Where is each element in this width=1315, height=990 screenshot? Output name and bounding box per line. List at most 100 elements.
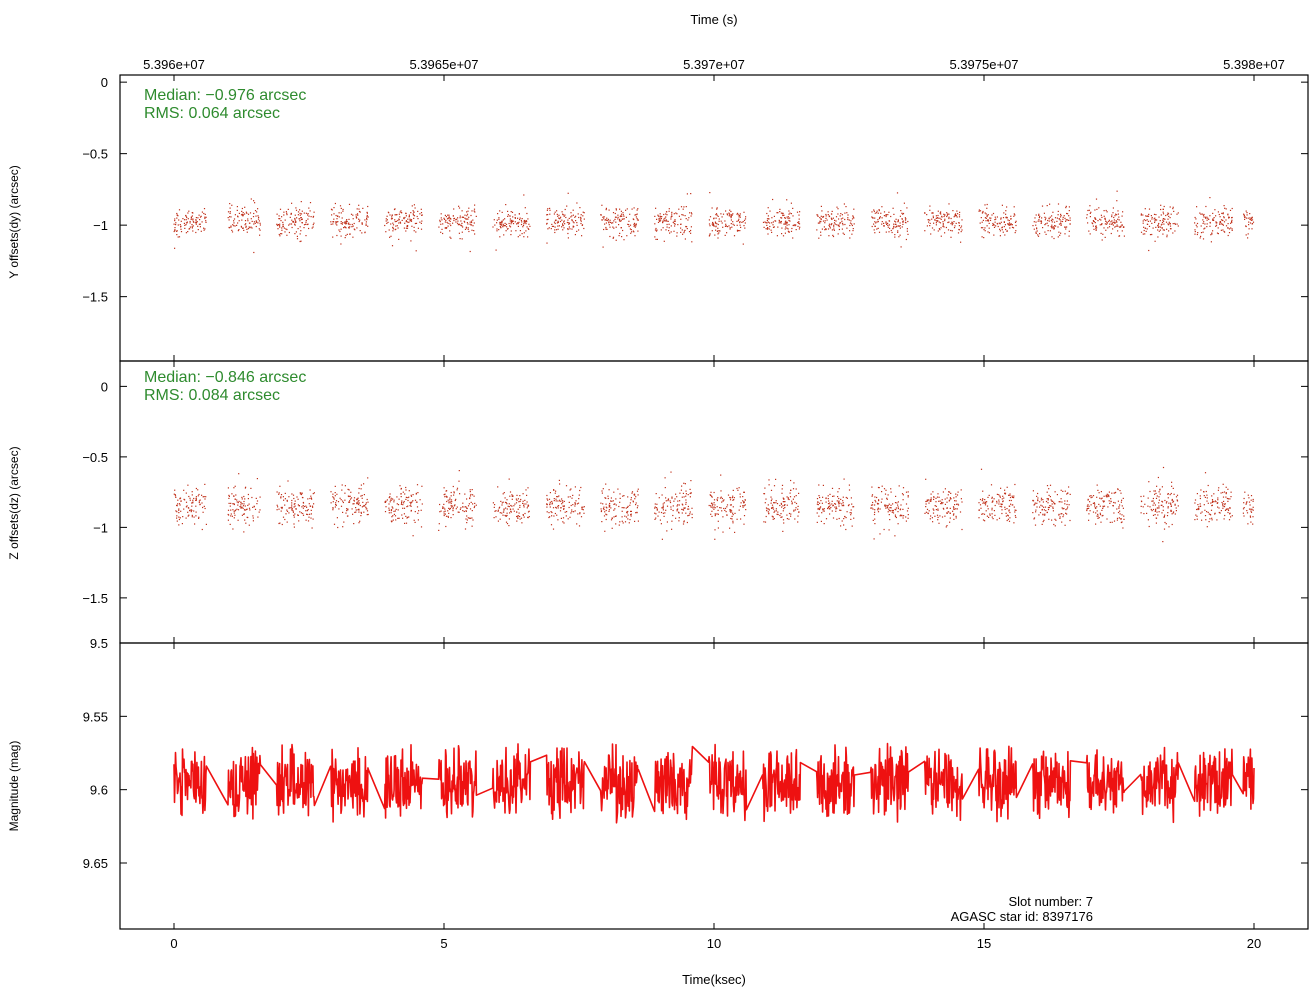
data-point	[886, 498, 888, 500]
data-point	[1115, 220, 1117, 222]
data-point	[460, 224, 462, 226]
data-point	[1217, 499, 1219, 501]
data-point	[1103, 210, 1105, 212]
data-point	[713, 502, 715, 504]
data-point	[571, 219, 573, 221]
data-point	[503, 234, 505, 236]
data-point	[1065, 220, 1067, 222]
data-point	[1053, 523, 1055, 526]
data-point	[508, 506, 510, 508]
data-point	[779, 504, 781, 507]
data-point	[841, 503, 843, 505]
data-point	[1008, 509, 1010, 511]
data-point	[775, 502, 777, 504]
data-point	[1206, 500, 1208, 502]
data-point	[733, 235, 736, 237]
data-point	[202, 511, 204, 513]
data-point	[574, 505, 576, 507]
data-point	[931, 227, 934, 229]
y-offset-points	[173, 190, 1255, 254]
data-point	[343, 227, 345, 229]
data-point	[877, 221, 879, 223]
data-point	[256, 221, 258, 223]
data-point	[284, 504, 286, 506]
data-point	[1206, 526, 1208, 528]
data-point	[192, 218, 194, 220]
data-point	[503, 224, 505, 227]
data-point	[1223, 506, 1226, 508]
data-point	[1011, 224, 1013, 226]
data-point	[452, 485, 454, 488]
data-point	[240, 507, 242, 509]
data-point	[279, 226, 281, 228]
data-point	[762, 221, 765, 223]
data-point	[708, 219, 710, 221]
data-point	[413, 204, 415, 206]
data-point	[353, 503, 355, 505]
data-point	[1206, 494, 1208, 496]
data-point	[1035, 511, 1037, 513]
data-point	[655, 513, 657, 515]
data-point	[348, 222, 350, 224]
data-point	[1014, 214, 1016, 216]
data-point	[1118, 506, 1120, 508]
data-point	[821, 210, 823, 212]
data-point	[444, 221, 446, 223]
data-point	[1120, 521, 1122, 524]
data-point	[499, 223, 501, 225]
data-point	[1033, 518, 1035, 520]
data-point	[202, 506, 204, 509]
data-point	[334, 202, 336, 205]
data-point	[992, 500, 994, 502]
data-point	[449, 507, 451, 510]
data-point	[763, 493, 765, 495]
data-point	[607, 495, 609, 497]
data-point	[1158, 511, 1160, 513]
data-point	[333, 497, 335, 499]
data-point	[1170, 510, 1173, 512]
data-point	[892, 512, 895, 514]
data-point	[1243, 515, 1245, 517]
data-point	[656, 238, 658, 240]
data-point	[953, 513, 955, 515]
data-point	[279, 522, 281, 524]
data-point	[563, 500, 565, 502]
data-point	[349, 226, 351, 228]
data-point	[765, 515, 767, 518]
data-point	[1206, 497, 1208, 499]
data-point	[295, 231, 297, 233]
data-point	[766, 218, 769, 220]
data-point	[1148, 249, 1150, 252]
data-point	[503, 509, 505, 511]
data-point	[716, 207, 718, 209]
data-point	[628, 220, 630, 222]
data-point	[947, 229, 950, 231]
data-point	[1247, 233, 1249, 235]
data-point	[985, 217, 987, 219]
data-point	[366, 211, 368, 213]
data-point	[1176, 223, 1178, 225]
data-point	[549, 501, 551, 503]
data-point	[713, 218, 715, 220]
data-point	[777, 226, 779, 228]
data-point	[294, 220, 297, 222]
data-point	[853, 517, 855, 519]
data-point	[174, 495, 177, 497]
data-point	[415, 250, 417, 252]
data-point	[447, 510, 449, 512]
data-point	[330, 502, 332, 504]
data-point	[1003, 212, 1005, 214]
data-point	[335, 500, 338, 502]
data-point	[252, 216, 255, 218]
data-point	[1140, 505, 1142, 507]
y-tick-label: −0.5	[82, 147, 108, 162]
data-point	[1100, 232, 1102, 234]
data-point	[740, 226, 742, 228]
data-point	[505, 204, 507, 206]
data-point	[1170, 509, 1172, 511]
data-point	[830, 506, 832, 509]
data-point	[691, 517, 693, 519]
data-point	[1215, 225, 1217, 227]
data-point	[1061, 220, 1064, 223]
data-point	[770, 496, 772, 498]
